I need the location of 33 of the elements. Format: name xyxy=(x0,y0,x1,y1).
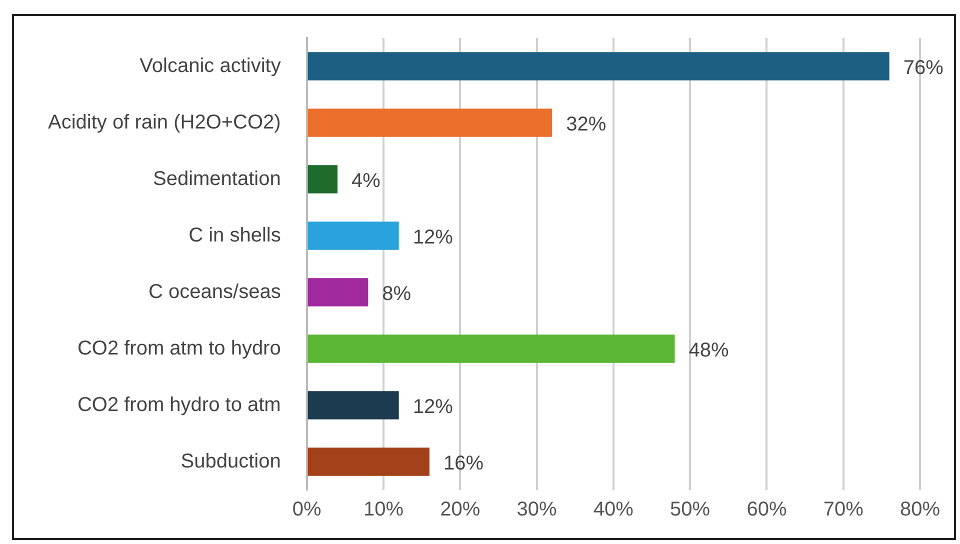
bar xyxy=(308,278,368,306)
y-tick-label: Sedimentation xyxy=(152,168,281,190)
y-tick-label: C oceans/seas xyxy=(148,280,281,303)
x-tick-label: 70% xyxy=(823,498,864,521)
bar xyxy=(308,52,890,80)
x-tick-label: 0% xyxy=(292,498,322,521)
bar xyxy=(308,334,675,363)
data-label: 12% xyxy=(412,226,454,248)
bar xyxy=(308,448,430,476)
data-label: 32% xyxy=(566,113,606,136)
bar xyxy=(308,222,399,250)
data-label: 16% xyxy=(443,452,484,474)
data-label: 12% xyxy=(412,396,454,418)
data-label: 8% xyxy=(382,282,412,305)
x-tick-label: 40% xyxy=(593,498,634,521)
y-tick-label: CO2 from hydro to atm xyxy=(77,394,281,416)
x-tick-label: 20% xyxy=(440,498,480,521)
bar xyxy=(308,165,338,194)
y-tick-label: Subduction xyxy=(180,450,281,472)
x-tick-label: 30% xyxy=(516,498,558,521)
data-label: 4% xyxy=(352,170,381,192)
x-tick-label: 50% xyxy=(670,498,710,521)
x-tick-label: 60% xyxy=(746,498,787,521)
bar xyxy=(308,391,399,420)
x-tick-label: 10% xyxy=(363,498,404,521)
bar xyxy=(308,108,552,137)
x-tick-label: 80% xyxy=(900,498,940,521)
y-tick-label: CO2 from atm to hydro xyxy=(77,337,281,360)
data-label: 76% xyxy=(903,56,944,79)
data-label: 48% xyxy=(688,339,729,362)
y-tick-label: Acidity of rain (H2O+CO2) xyxy=(48,111,281,134)
y-tick-label: C in shells xyxy=(188,224,281,246)
y-tick-label: Volcanic activity xyxy=(140,54,281,77)
